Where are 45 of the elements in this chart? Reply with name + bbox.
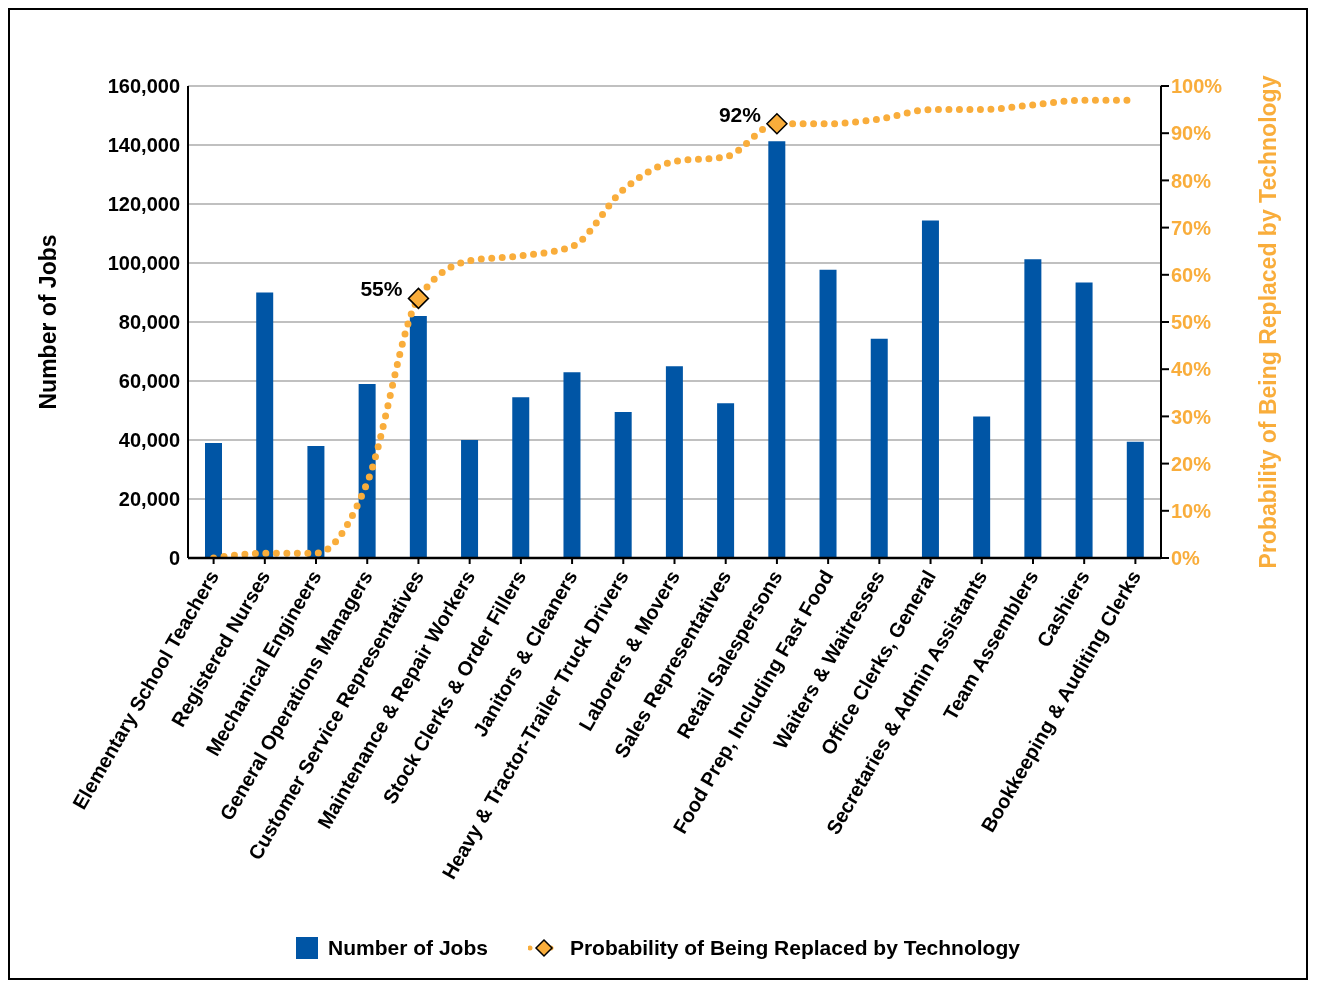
bar [717, 403, 735, 558]
y-tick-label: 160,000 [107, 75, 180, 98]
bar [819, 269, 837, 558]
y2-tick-label: 60% [1171, 263, 1212, 286]
y-tick-label: 140,000 [107, 134, 180, 157]
y2-tick-label: 0% [1171, 547, 1201, 570]
bar [665, 366, 683, 558]
bar [307, 445, 325, 558]
legend-label: Probability of Being Replaced by Technology [569, 936, 1020, 960]
legend-label: Number of Jobs [328, 936, 488, 960]
bar [205, 442, 222, 558]
y2-tick-label: 30% [1171, 405, 1212, 428]
bar [870, 338, 888, 558]
y2-tick-label: 90% [1171, 122, 1212, 145]
y2-axis-title: Probability of Being Replaced by Technology [1255, 75, 1282, 569]
y-tick-label: 60,000 [118, 370, 180, 393]
data-label: 92% [718, 102, 762, 126]
y2-tick-label: 70% [1171, 216, 1212, 239]
bar [1024, 259, 1042, 558]
bar [973, 416, 991, 558]
y-tick-label: 80,000 [118, 311, 180, 334]
y2-tick-label: 100% [1171, 75, 1223, 98]
data-label: 55% [360, 277, 403, 301]
bar [256, 292, 274, 558]
bar [563, 372, 581, 558]
y2-tick-label: 50% [1171, 311, 1212, 334]
bar [461, 440, 479, 558]
bar [768, 141, 786, 558]
y-tick-label: 20,000 [118, 488, 180, 511]
bar [409, 316, 427, 558]
bar [1126, 441, 1144, 558]
y2-tick-label: 20% [1171, 452, 1212, 475]
y-tick-label: 40,000 [118, 429, 180, 452]
bar [358, 383, 376, 558]
bar [512, 397, 530, 558]
y-axis-title: Number of Jobs [35, 234, 62, 410]
bar [614, 411, 632, 558]
y-tick-label: 0 [168, 547, 180, 570]
y-tick-label: 120,000 [107, 193, 180, 216]
bar [1075, 282, 1093, 558]
y2-tick-label: 10% [1171, 499, 1212, 522]
y2-tick-label: 80% [1171, 169, 1212, 192]
y2-tick-label: 40% [1171, 358, 1212, 381]
bar [921, 220, 939, 558]
y-tick-label: 100,000 [107, 252, 180, 275]
